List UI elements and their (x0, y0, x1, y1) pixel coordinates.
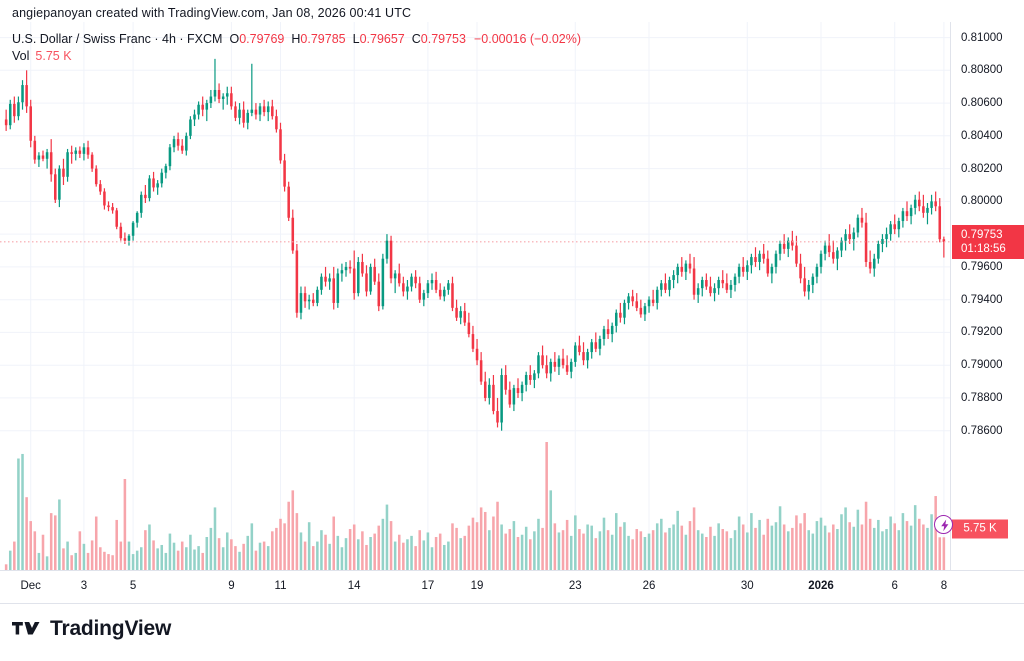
ohlc-high: H0.79785 (291, 32, 345, 46)
time-tick: 26 (642, 580, 656, 592)
high-value: 0.79785 (300, 32, 346, 46)
time-tick: 30 (740, 580, 754, 592)
price-tick: 0.78600 (961, 424, 1003, 437)
low-value: 0.79657 (359, 32, 405, 46)
open-value: 0.79769 (239, 32, 285, 46)
time-tick: 8 (940, 580, 948, 592)
tradingview-brand-text: TradingView (50, 617, 172, 640)
price-axis[interactable]: 0.81000 0.80800 0.80600 0.80400 0.80200 0.800… (950, 22, 1024, 570)
price-tick: 0.79600 (961, 260, 1003, 273)
legend-volume-row: Vol 5.75 K (12, 48, 581, 65)
time-tick: 19 (470, 580, 484, 592)
current-price-value: 0.79753 (961, 228, 1003, 241)
close-value: 0.79753 (420, 32, 466, 46)
exchange-label: FXCM (187, 32, 223, 46)
change-value: −0.00016 (−0.02%) (473, 32, 581, 46)
time-axis[interactable]: Dec 3 5 9 11 14 17 19 23 26 30 2026 6 8 (0, 570, 1024, 604)
volume-value: 5.75 K (35, 49, 72, 63)
ohlc-low: L0.79657 (353, 32, 405, 46)
low-key: L (352, 32, 360, 46)
price-tick: 0.79000 (961, 359, 1003, 372)
high-key: H (291, 32, 301, 46)
candles (4, 58, 946, 431)
legend-sep-2: · (175, 32, 188, 46)
price-tick: 0.79200 (961, 326, 1003, 339)
volume-key: Vol (12, 49, 30, 63)
time-tick: 6 (891, 580, 898, 592)
open-key: O (229, 32, 240, 46)
bolt-glyph (940, 519, 948, 532)
time-tick: 2026 (808, 580, 834, 592)
gridlines (0, 22, 950, 570)
volume-badge[interactable]: 5.75 K (952, 519, 1008, 539)
time-tick: 5 (129, 580, 137, 592)
price-tick: 0.80200 (961, 162, 1003, 175)
price-tick: 0.80000 (961, 195, 1003, 208)
price-tick: 0.81000 (961, 31, 1003, 44)
tradingview-logo-icon (12, 621, 40, 634)
close-key: C (411, 32, 421, 46)
chart-plot-area[interactable] (0, 22, 950, 570)
tradingview-footer: TradingView (12, 617, 171, 641)
attribution-text: angiepanoyan created with TradingView.co… (12, 6, 412, 20)
legend-symbol-row: U.S. Dollar / Swiss Franc · 4h · FXCM O0.… (12, 31, 581, 48)
time-tick: 3 (80, 580, 88, 592)
legend-sep-1: · (150, 32, 163, 46)
current-price-badge[interactable]: 0.79753 01:18:56 (952, 224, 1024, 259)
volume-bars (4, 442, 946, 570)
time-tick: 17 (421, 580, 435, 592)
time-tick: Dec (20, 580, 41, 592)
price-tick: 0.79400 (961, 293, 1003, 306)
time-tick: 11 (274, 580, 287, 592)
bar-countdown: 01:18:56 (961, 242, 1006, 255)
ohlc-close: C0.79753 (412, 32, 466, 46)
price-tick: 0.80400 (961, 129, 1003, 142)
price-tick: 0.80600 (961, 97, 1003, 110)
lightning-bolt-icon[interactable] (934, 515, 954, 535)
symbol-name[interactable]: U.S. Dollar / Swiss Franc (12, 32, 151, 46)
chart-legend: U.S. Dollar / Swiss Franc · 4h · FXCM O0.… (12, 31, 581, 65)
ohlc-open: O0.79769 (229, 32, 284, 46)
time-tick: 14 (347, 580, 361, 592)
time-tick: 23 (568, 580, 582, 592)
time-tick: 9 (228, 580, 235, 592)
interval-label[interactable]: 4h (162, 32, 176, 46)
price-tick: 0.80800 (961, 64, 1003, 77)
price-tick: 0.78800 (961, 391, 1003, 404)
candlestick-svg (0, 22, 950, 570)
